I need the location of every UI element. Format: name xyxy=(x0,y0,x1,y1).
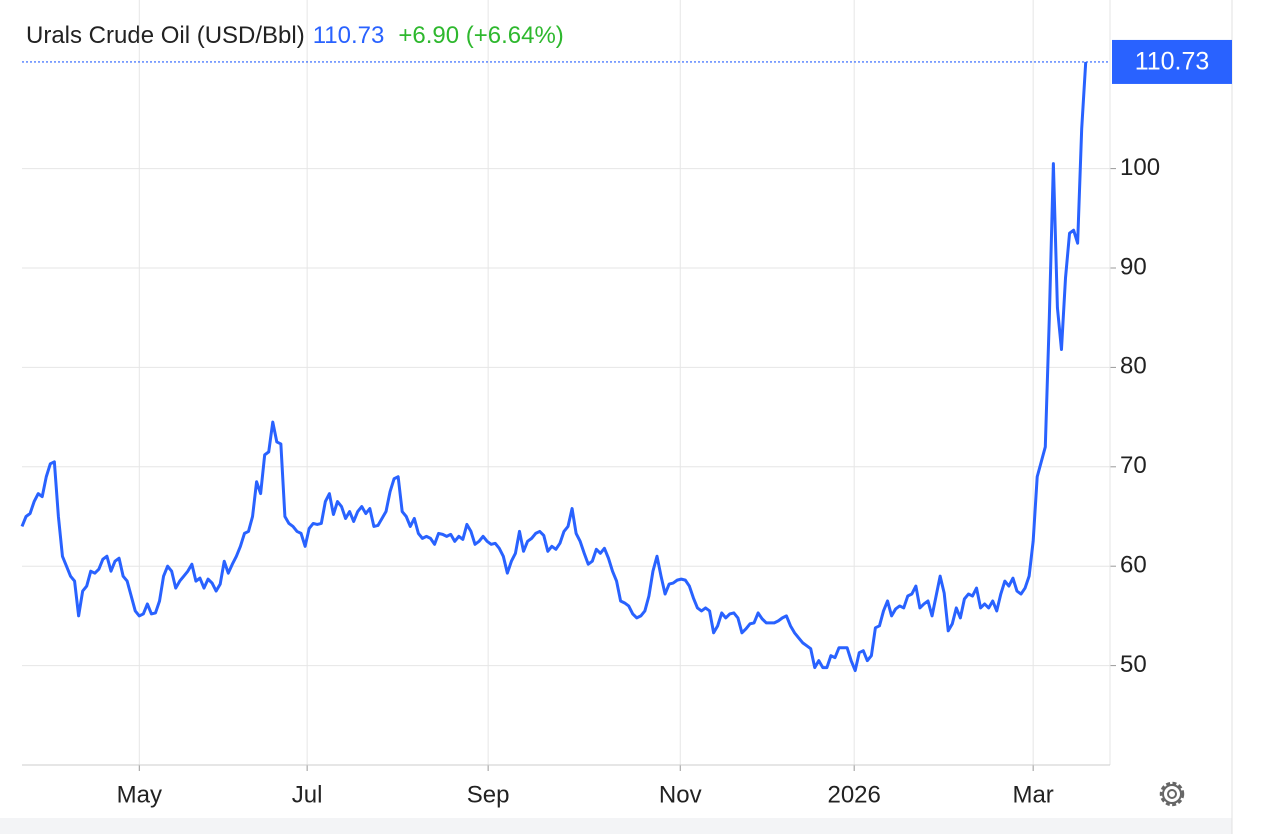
y-tick-label: 90 xyxy=(1120,253,1147,280)
x-tick-label: Nov xyxy=(659,781,702,808)
chart-header: Urals Crude Oil (USD/Bbl) 110.73 +6.90 (+6… xyxy=(26,22,564,49)
y-tick-label: 70 xyxy=(1120,452,1147,479)
last-value: 110.73 xyxy=(313,22,385,49)
x-tick-label: 2026 xyxy=(827,781,880,808)
grid xyxy=(22,0,1110,765)
last-value-box xyxy=(1112,39,1232,84)
price-line xyxy=(20,61,1088,673)
y-tick-label: 80 xyxy=(1120,353,1147,380)
last-value-label: 110.73 xyxy=(1135,48,1210,76)
x-tick-label: Sep xyxy=(467,781,510,808)
y-tick-label: 100 xyxy=(1120,154,1160,181)
x-tick-label: Mar xyxy=(1012,781,1053,808)
x-tick-label: Jul xyxy=(292,781,323,808)
y-tick-label: 50 xyxy=(1120,651,1147,678)
x-tick-label: May xyxy=(117,781,162,808)
settings-icon[interactable] xyxy=(1159,781,1185,807)
change: +6.90 (+6.64%) xyxy=(398,22,563,49)
chart-title: Urals Crude Oil (USD/Bbl) xyxy=(26,22,305,49)
footer-band xyxy=(0,818,1232,834)
y-tick-label: 60 xyxy=(1120,552,1147,579)
